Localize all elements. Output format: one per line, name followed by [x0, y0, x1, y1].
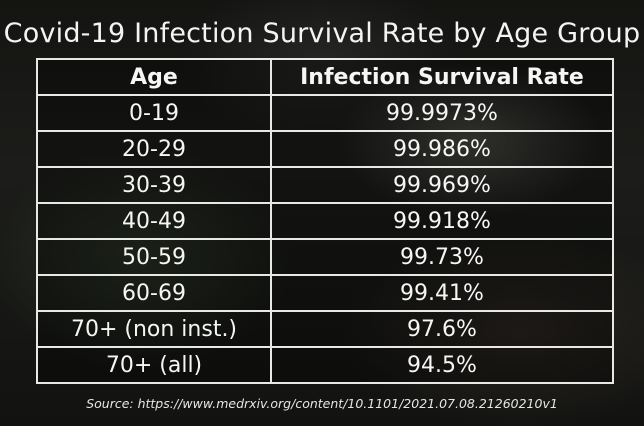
chart-title: Covid-19 Infection Survival Rate by Age … — [3, 18, 641, 49]
age-cell: 20-29 — [36, 130, 272, 168]
age-cell: 70+ (non inst.) — [36, 310, 272, 348]
rate-cell: 99.41% — [270, 274, 614, 312]
table-row: 30-39 99.969% — [36, 166, 614, 204]
table-row: 40-49 99.918% — [36, 202, 614, 240]
table-header-row: Age Infection Survival Rate — [36, 58, 614, 96]
rate-cell: 99.918% — [270, 202, 614, 240]
table-row: 70+ (all) 94.5% — [36, 346, 614, 384]
survival-rate-table: Age Infection Survival Rate 0-19 99.9973… — [36, 58, 614, 384]
age-cell: 30-39 — [36, 166, 272, 204]
source-citation: Source: https://www.medrxiv.org/content/… — [86, 396, 558, 411]
age-cell: 40-49 — [36, 202, 272, 240]
rate-cell: 99.986% — [270, 130, 614, 168]
table-row: 70+ (non inst.) 97.6% — [36, 310, 614, 348]
table-row: 0-19 99.9973% — [36, 94, 614, 132]
rate-cell: 97.6% — [270, 310, 614, 348]
rate-cell: 99.73% — [270, 238, 614, 276]
age-cell: 60-69 — [36, 274, 272, 312]
table-row: 60-69 99.41% — [36, 274, 614, 312]
rate-cell: 94.5% — [270, 346, 614, 384]
table-row: 20-29 99.986% — [36, 130, 614, 168]
age-cell: 70+ (all) — [36, 346, 272, 384]
rate-cell: 99.9973% — [270, 94, 614, 132]
rate-cell: 99.969% — [270, 166, 614, 204]
column-header-survival-rate: Infection Survival Rate — [270, 58, 614, 96]
age-cell: 50-59 — [36, 238, 272, 276]
column-header-age: Age — [36, 58, 272, 96]
age-cell: 0-19 — [36, 94, 272, 132]
table-row: 50-59 99.73% — [36, 238, 614, 276]
